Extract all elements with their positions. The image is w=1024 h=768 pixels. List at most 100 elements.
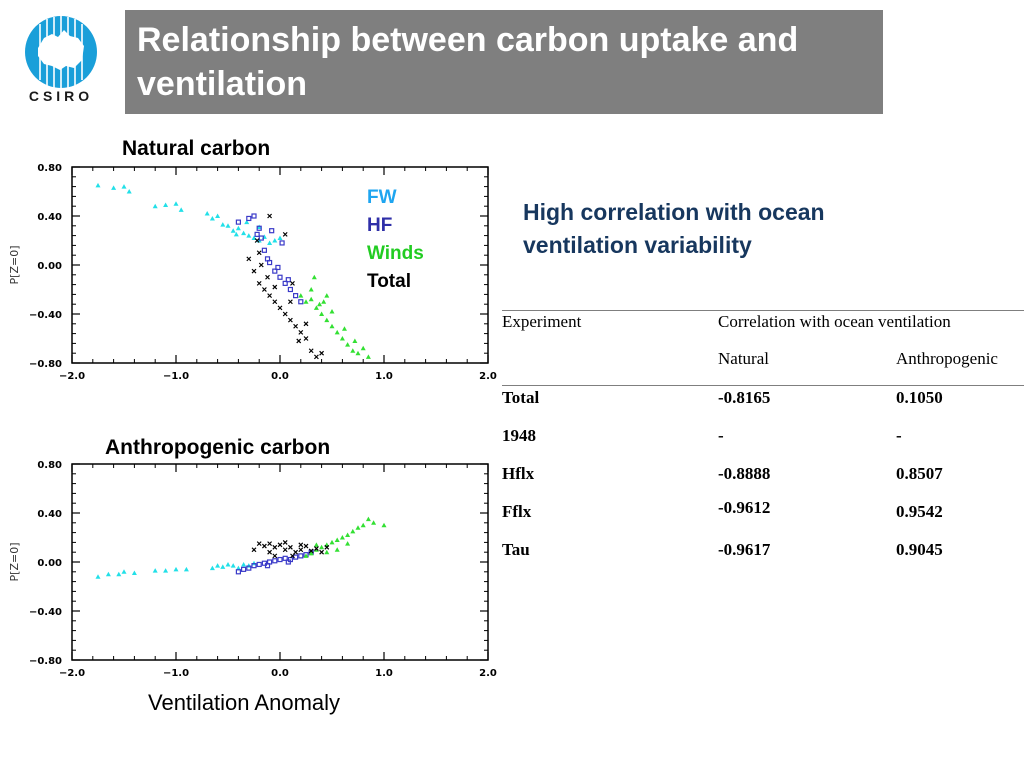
data-point-winds bbox=[371, 520, 377, 525]
data-point-hf bbox=[298, 299, 304, 305]
data-point-fw bbox=[277, 235, 283, 241]
series-winds bbox=[303, 516, 387, 558]
data-point-hf bbox=[256, 561, 262, 568]
data-point-winds bbox=[360, 522, 366, 528]
data-point-winds bbox=[352, 338, 358, 343]
data-point-fw bbox=[241, 230, 247, 236]
data-point-total bbox=[319, 350, 325, 356]
data-point-total bbox=[290, 553, 295, 559]
data-point-hf bbox=[279, 240, 285, 246]
slide-title: Relationship between carbon uptake and v… bbox=[137, 21, 799, 103]
x-tick-label: −2.0 bbox=[59, 371, 85, 382]
row-anthropogenic: 0.1050 bbox=[896, 388, 943, 407]
header-anthropogenic: Anthropogenic bbox=[896, 349, 998, 368]
data-point-hf bbox=[246, 215, 252, 222]
series-hf bbox=[235, 213, 304, 305]
data-point-fw bbox=[105, 571, 111, 577]
series-fw bbox=[95, 182, 283, 245]
data-point-hf bbox=[235, 219, 241, 225]
data-point-winds bbox=[360, 345, 366, 351]
table-header-rule bbox=[502, 385, 1024, 386]
data-point-hf bbox=[282, 280, 288, 286]
data-point-winds bbox=[313, 305, 319, 310]
data-point-hf bbox=[277, 274, 283, 280]
data-point-fw bbox=[225, 561, 231, 567]
data-point-winds bbox=[341, 326, 347, 331]
data-point-total bbox=[313, 354, 319, 360]
data-point-winds bbox=[334, 329, 340, 335]
data-point-fw bbox=[163, 202, 169, 207]
data-point-winds bbox=[324, 317, 330, 323]
data-point-hf bbox=[298, 553, 304, 559]
data-point-fw bbox=[173, 566, 179, 572]
data-point-hf bbox=[241, 566, 247, 572]
data-point-hf bbox=[264, 563, 271, 569]
x-tick-label: −1.0 bbox=[163, 668, 189, 679]
data-point-winds bbox=[317, 301, 323, 307]
y-tick-label: −0.40 bbox=[29, 310, 62, 321]
data-point-fw bbox=[95, 182, 101, 188]
data-point-hf bbox=[258, 235, 264, 241]
data-point-winds bbox=[308, 296, 314, 302]
y-axis-label: P[Z=0] bbox=[8, 246, 21, 285]
data-point-fw bbox=[209, 215, 215, 221]
data-point-winds bbox=[298, 293, 304, 298]
data-point-total bbox=[287, 544, 293, 550]
data-point-total bbox=[265, 274, 270, 280]
data-point-total bbox=[282, 539, 288, 545]
data-point-winds bbox=[329, 539, 335, 545]
y-tick-label: 0.40 bbox=[37, 212, 62, 223]
data-point-fw bbox=[126, 189, 132, 194]
data-point-winds bbox=[339, 336, 345, 341]
csiro-logo bbox=[25, 16, 97, 88]
legend-item-total: Total bbox=[367, 271, 411, 292]
x-tick-label: 2.0 bbox=[479, 668, 497, 679]
table-top-rule bbox=[502, 310, 1024, 311]
data-point-winds bbox=[334, 537, 340, 542]
data-point-total bbox=[272, 284, 278, 290]
data-point-fw bbox=[131, 570, 137, 576]
row-experiment: Hflx bbox=[502, 464, 535, 483]
row-anthropogenic: 0.9045 bbox=[896, 540, 943, 559]
data-point-fw bbox=[215, 563, 221, 568]
data-point-total bbox=[319, 549, 325, 555]
data-point-fw bbox=[204, 211, 210, 216]
data-point-winds bbox=[319, 544, 325, 550]
data-point-hf bbox=[256, 225, 262, 231]
data-point-winds bbox=[303, 299, 309, 304]
data-point-total bbox=[272, 544, 278, 550]
x-tick-label: 1.0 bbox=[375, 668, 393, 679]
data-point-hf bbox=[251, 213, 257, 219]
data-point-fw bbox=[233, 231, 239, 237]
data-point-fw bbox=[173, 201, 179, 206]
csiro-logo-text: CSIRO bbox=[28, 88, 94, 104]
data-point-total bbox=[277, 542, 283, 548]
x-tick-label: 1.0 bbox=[375, 371, 393, 382]
data-point-total bbox=[282, 311, 288, 317]
data-point-fw bbox=[272, 238, 278, 243]
data-point-total bbox=[246, 256, 252, 262]
row-natural: -0.8165 bbox=[718, 388, 771, 407]
data-point-winds bbox=[339, 535, 345, 540]
data-point-total bbox=[256, 250, 262, 256]
legend-item-hf: HF bbox=[367, 215, 393, 236]
series-total bbox=[251, 539, 330, 559]
legend-item-winds: Winds bbox=[367, 243, 424, 264]
data-point-total bbox=[296, 338, 302, 344]
data-point-total bbox=[282, 547, 288, 553]
row-natural: -0.8888 bbox=[718, 464, 771, 483]
data-point-total bbox=[267, 293, 273, 299]
data-point-hf bbox=[246, 565, 252, 571]
data-point-winds bbox=[345, 342, 351, 347]
y-tick-label: 0.40 bbox=[37, 509, 62, 520]
data-point-total bbox=[308, 348, 314, 354]
y-tick-label: −0.80 bbox=[29, 656, 62, 667]
data-point-total bbox=[313, 546, 319, 551]
data-point-fw bbox=[230, 228, 236, 233]
data-point-hf bbox=[254, 231, 260, 237]
data-point-total bbox=[282, 231, 288, 237]
x-axis-caption: Ventilation Anomaly bbox=[148, 690, 341, 715]
data-point-total bbox=[267, 213, 273, 219]
x-tick-label: −1.0 bbox=[163, 371, 189, 382]
series-winds bbox=[298, 274, 371, 359]
